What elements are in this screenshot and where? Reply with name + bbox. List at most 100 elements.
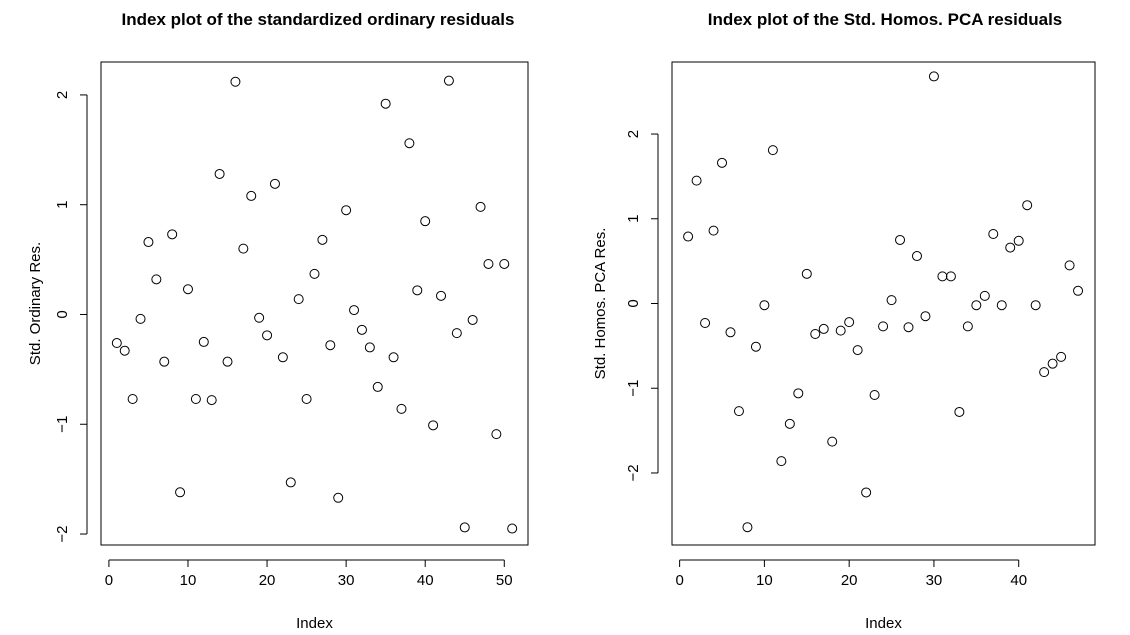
x-tick-label: 10 xyxy=(756,572,773,589)
data-point xyxy=(190,394,201,405)
data-point xyxy=(420,216,431,227)
data-point xyxy=(111,338,122,349)
data-point xyxy=(404,138,415,149)
data-point xyxy=(988,229,999,240)
data-point xyxy=(159,356,170,367)
data-point xyxy=(222,356,233,367)
data-point xyxy=(886,295,897,306)
data-point xyxy=(127,394,138,405)
data-point xyxy=(459,522,470,533)
data-point xyxy=(499,258,510,269)
data-point xyxy=(1056,351,1067,362)
plot-frame xyxy=(671,61,1096,546)
y-tick-label: −2 xyxy=(54,525,71,542)
data-point xyxy=(835,325,846,336)
data-point xyxy=(962,321,973,332)
x-axis-label: Index xyxy=(865,615,902,632)
data-point xyxy=(483,258,494,269)
data-point xyxy=(325,340,336,351)
data-point xyxy=(341,205,352,216)
ordinary-residuals-chart: Index plot of the standardized ordinary … xyxy=(27,10,529,632)
data-point xyxy=(317,234,328,245)
pca-residuals-chart: Index plot of the Std. Homos. PCA residu… xyxy=(592,10,1096,632)
data-point xyxy=(776,456,787,467)
data-point xyxy=(725,327,736,338)
data-point xyxy=(277,352,288,363)
data-point xyxy=(945,271,956,282)
data-point xyxy=(700,317,711,328)
data-point xyxy=(784,418,795,429)
y-tick-label: −2 xyxy=(625,464,642,481)
x-tick-label: 0 xyxy=(675,572,683,589)
y-tick-label: 2 xyxy=(625,130,642,138)
x-axis-label: Index xyxy=(296,615,333,632)
data-point xyxy=(151,274,162,285)
data-point xyxy=(971,300,982,311)
data-point xyxy=(269,178,280,189)
data-point xyxy=(683,231,694,242)
data-point xyxy=(119,345,130,356)
data-point xyxy=(996,300,1007,311)
data-point xyxy=(895,234,906,245)
data-point xyxy=(733,406,744,417)
data-point xyxy=(451,328,462,339)
data-point xyxy=(928,71,939,82)
data-point xyxy=(238,243,249,254)
data-point xyxy=(937,271,948,282)
data-point xyxy=(301,394,312,405)
data-point xyxy=(254,312,265,323)
data-point xyxy=(979,290,990,301)
data-point xyxy=(818,323,829,334)
data-point xyxy=(167,229,178,240)
data-point xyxy=(767,145,778,156)
data-point xyxy=(246,190,257,201)
data-point xyxy=(491,429,502,440)
data-point xyxy=(428,420,439,431)
data-point xyxy=(1030,300,1041,311)
x-tick-label: 10 xyxy=(180,572,197,589)
data-point xyxy=(364,342,375,353)
data-point xyxy=(230,76,241,87)
data-point xyxy=(388,352,399,363)
data-point xyxy=(372,381,383,392)
data-point xyxy=(443,75,454,86)
plot-frame xyxy=(100,61,529,546)
chart-title: Index plot of the standardized ordinary … xyxy=(122,10,515,29)
x-tick-label: 30 xyxy=(338,572,355,589)
data-point xyxy=(198,336,209,347)
data-point xyxy=(954,406,965,417)
x-tick-label: 50 xyxy=(496,572,513,589)
y-tick-label: −1 xyxy=(54,416,71,433)
data-point xyxy=(1013,235,1024,246)
data-point xyxy=(293,294,304,305)
data-point xyxy=(810,329,821,340)
data-point xyxy=(175,487,186,498)
data-point xyxy=(742,522,753,533)
x-tick-label: 40 xyxy=(417,572,434,589)
data-point xyxy=(349,305,360,316)
data-point xyxy=(333,492,344,503)
x-tick-label: 30 xyxy=(926,572,943,589)
left-chart-panel: Index plot of the standardized ordinary … xyxy=(27,10,529,632)
data-point xyxy=(801,268,812,279)
y-tick-label: −1 xyxy=(625,380,642,397)
data-point xyxy=(206,395,217,406)
data-point xyxy=(412,285,423,296)
y-tick-label: 0 xyxy=(625,299,642,307)
y-tick-label: 2 xyxy=(54,91,71,99)
data-point xyxy=(135,313,146,324)
data-point xyxy=(1005,242,1016,253)
data-point xyxy=(717,157,728,168)
data-point xyxy=(759,300,770,311)
y-tick-label: 1 xyxy=(54,201,71,209)
data-point xyxy=(285,477,296,488)
data-point xyxy=(861,487,872,498)
data-point xyxy=(911,251,922,262)
chart-title: Index plot of the Std. Homos. PCA residu… xyxy=(708,10,1063,29)
y-tick-label: 1 xyxy=(625,215,642,223)
data-point xyxy=(309,268,320,279)
data-point xyxy=(750,341,761,352)
data-point xyxy=(467,314,478,325)
x-tick-label: 20 xyxy=(841,572,858,589)
data-point xyxy=(1064,260,1075,271)
